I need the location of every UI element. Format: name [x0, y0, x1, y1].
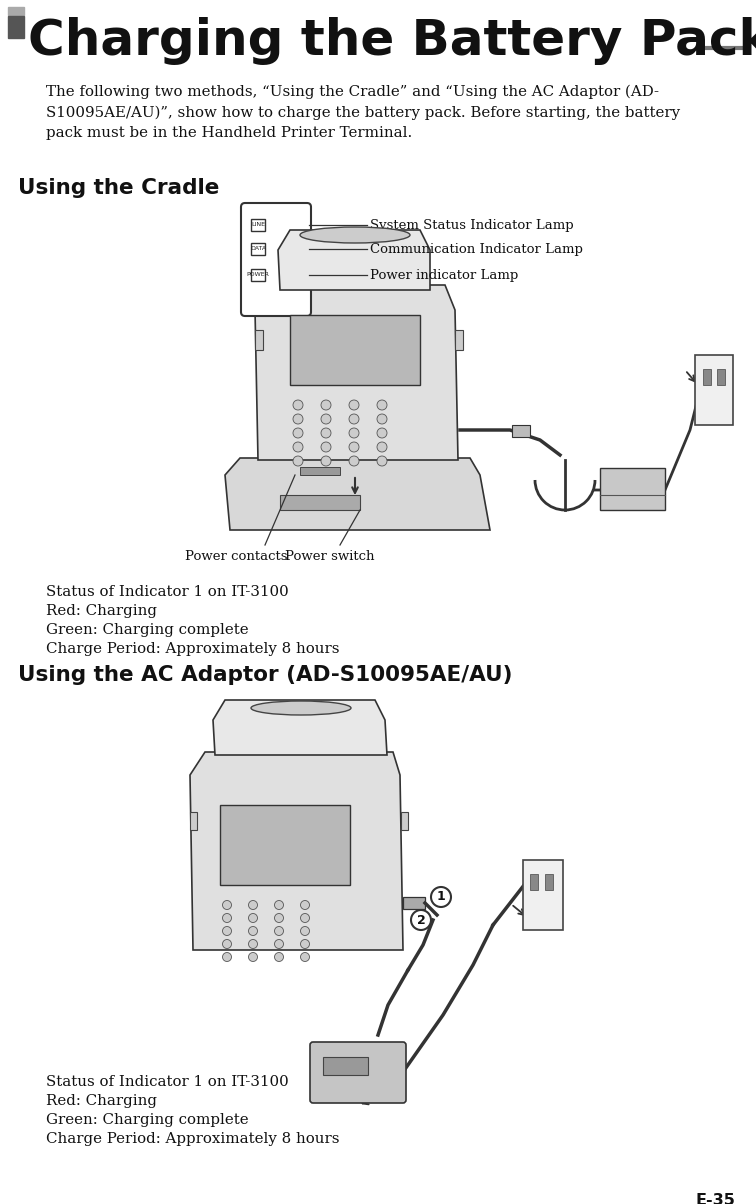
Circle shape [377, 456, 387, 466]
Text: Green: Charging complete: Green: Charging complete [46, 622, 249, 637]
Circle shape [274, 939, 284, 949]
Bar [403, 897, 425, 909]
Circle shape [222, 914, 231, 922]
Bar [401, 811, 408, 830]
Circle shape [300, 927, 309, 936]
Bar [695, 355, 733, 425]
Circle shape [300, 901, 309, 909]
Circle shape [249, 927, 258, 936]
Bar [455, 330, 463, 350]
Circle shape [349, 442, 359, 452]
Bar [545, 874, 553, 890]
Circle shape [300, 939, 309, 949]
Bar [255, 330, 263, 350]
Circle shape [249, 914, 258, 922]
Bar [8, 7, 24, 14]
Text: The following two methods, “Using the Cradle” and “Using the AC Adaptor (AD-
S10: The following two methods, “Using the Cr… [46, 85, 680, 140]
Text: System Status Indicator Lamp: System Status Indicator Lamp [370, 218, 574, 231]
Circle shape [300, 952, 309, 962]
Bar [523, 860, 563, 929]
Bar [600, 468, 665, 510]
Bar [512, 425, 530, 437]
Circle shape [321, 456, 331, 466]
Text: 2: 2 [417, 914, 426, 927]
Text: Power switch: Power switch [285, 550, 374, 563]
Text: Red: Charging: Red: Charging [46, 1094, 157, 1108]
Polygon shape [255, 285, 458, 460]
Text: POWER: POWER [246, 272, 269, 277]
Bar [251, 243, 265, 255]
FancyBboxPatch shape [310, 1041, 406, 1103]
Circle shape [274, 901, 284, 909]
Text: Charge Period: Approximately 8 hours: Charge Period: Approximately 8 hours [46, 1132, 339, 1146]
Circle shape [377, 442, 387, 452]
Bar [703, 368, 711, 385]
Text: Power indicator Lamp: Power indicator Lamp [370, 268, 519, 282]
Circle shape [293, 427, 303, 438]
Text: Status of Indicator 1 on IT-3100: Status of Indicator 1 on IT-3100 [46, 585, 289, 600]
Bar [190, 811, 197, 830]
Circle shape [274, 914, 284, 922]
Circle shape [274, 952, 284, 962]
Circle shape [222, 901, 231, 909]
Bar [8, 16, 24, 39]
Text: Red: Charging: Red: Charging [46, 604, 157, 618]
Text: Green: Charging complete: Green: Charging complete [46, 1112, 249, 1127]
Text: Using the Cradle: Using the Cradle [18, 178, 219, 197]
Circle shape [249, 952, 258, 962]
Text: Status of Indicator 1 on IT-3100: Status of Indicator 1 on IT-3100 [46, 1075, 289, 1088]
Circle shape [349, 400, 359, 411]
Circle shape [274, 927, 284, 936]
Circle shape [222, 952, 231, 962]
Circle shape [431, 887, 451, 907]
Text: Communication Indicator Lamp: Communication Indicator Lamp [370, 242, 583, 255]
Text: LINE: LINE [251, 223, 265, 228]
Circle shape [377, 427, 387, 438]
Circle shape [321, 414, 331, 424]
Polygon shape [225, 458, 490, 530]
Bar [300, 467, 340, 476]
Bar [290, 315, 420, 385]
Circle shape [411, 910, 431, 929]
FancyBboxPatch shape [241, 203, 311, 315]
Bar [220, 805, 350, 885]
Polygon shape [190, 752, 403, 950]
Bar [323, 1057, 368, 1075]
Text: Using the AC Adaptor (AD-S10095AE/AU): Using the AC Adaptor (AD-S10095AE/AU) [18, 665, 513, 685]
Circle shape [222, 927, 231, 936]
Circle shape [222, 939, 231, 949]
Polygon shape [278, 230, 430, 290]
Circle shape [377, 414, 387, 424]
Circle shape [293, 400, 303, 411]
Text: Charging the Battery Pack: Charging the Battery Pack [28, 17, 756, 65]
Circle shape [293, 414, 303, 424]
Text: DATA: DATA [250, 247, 266, 252]
Circle shape [293, 442, 303, 452]
Circle shape [293, 456, 303, 466]
Circle shape [377, 400, 387, 411]
Circle shape [349, 414, 359, 424]
Circle shape [321, 442, 331, 452]
Circle shape [321, 427, 331, 438]
Circle shape [321, 400, 331, 411]
Ellipse shape [300, 228, 410, 243]
Ellipse shape [251, 701, 351, 715]
Text: Charge Period: Approximately 8 hours: Charge Period: Approximately 8 hours [46, 642, 339, 656]
Circle shape [349, 427, 359, 438]
Bar [530, 874, 538, 890]
Circle shape [349, 456, 359, 466]
Bar [251, 219, 265, 231]
Text: E-35: E-35 [695, 1193, 735, 1204]
Circle shape [300, 914, 309, 922]
Polygon shape [213, 700, 387, 755]
Bar [251, 268, 265, 281]
Circle shape [249, 939, 258, 949]
Text: 1: 1 [437, 891, 445, 903]
Bar [280, 495, 360, 510]
Circle shape [249, 901, 258, 909]
Text: Power contacts: Power contacts [185, 550, 287, 563]
Bar [717, 368, 725, 385]
